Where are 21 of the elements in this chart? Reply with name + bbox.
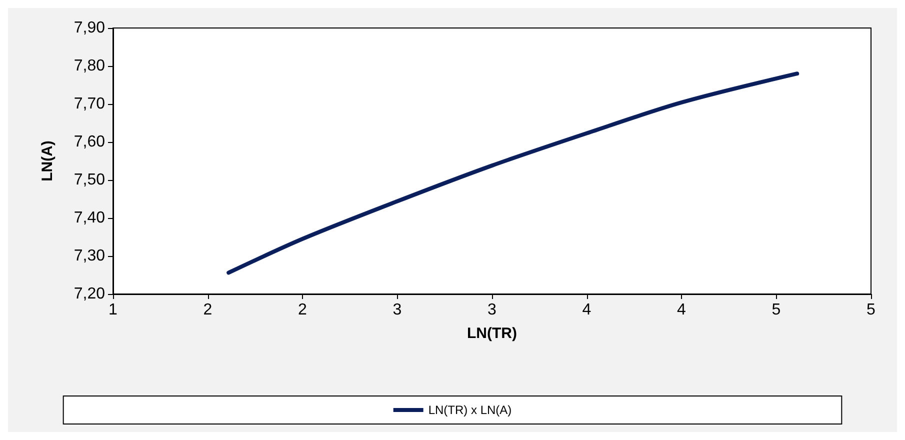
x-tick-label: 2 (298, 302, 308, 318)
x-tick-label: 1 (108, 302, 118, 318)
y-tick-label: 7,60 (74, 134, 106, 150)
y-tick-label: 7,90 (74, 20, 106, 36)
y-tick-label: 7,20 (74, 286, 106, 302)
x-tick-label: 2 (203, 302, 212, 318)
x-tick-label: 5 (866, 302, 876, 318)
y-tick-label: 7,80 (74, 58, 106, 74)
y-tick-label: 7,70 (74, 96, 106, 112)
y-tick-label: 7,50 (74, 172, 106, 188)
line-series (226, 72, 800, 275)
x-tick-label: 4 (582, 302, 592, 318)
x-tick-label: 3 (392, 302, 402, 318)
y-axis-title: LN(A) (39, 140, 56, 182)
y-tick-label: 7,30 (74, 248, 106, 264)
x-tick-label: 5 (772, 302, 781, 318)
legend-label: LN(TR) x LN(A) (428, 403, 512, 417)
y-tick-label: 7,40 (74, 210, 106, 226)
x-tick-label: 3 (488, 302, 497, 318)
x-tick-label: 4 (677, 302, 686, 318)
x-axis-title: LN(TR) (467, 325, 517, 342)
